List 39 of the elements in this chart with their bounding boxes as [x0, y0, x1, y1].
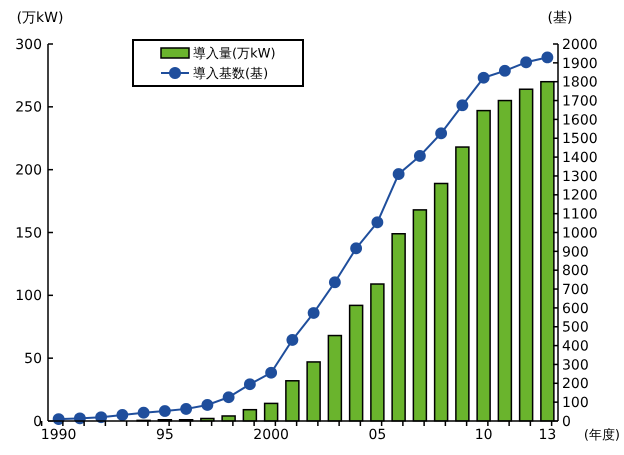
y2-tick-label: 500: [562, 320, 589, 336]
x-tick-label: 05: [368, 427, 386, 443]
y2-tick-label: 100: [562, 395, 589, 412]
x-tick-label: 1990: [40, 427, 76, 443]
y2-tick-label: 1700: [562, 93, 598, 110]
y2-tick-label: 2000: [562, 36, 598, 53]
x-tick-label: 95: [156, 427, 174, 443]
x-tick-label: 10: [474, 427, 493, 443]
y-tick-label: 300: [15, 36, 42, 53]
legend-label: 導入量(万kW): [193, 46, 276, 62]
y2-tick-label: 1500: [562, 131, 598, 148]
y2-tick-label: 700: [562, 282, 589, 298]
y-tick-label: 150: [15, 225, 42, 242]
y2-tick-label: 0: [562, 414, 571, 430]
y2-tick-label: 900: [562, 244, 589, 260]
y-tick-label: 0: [33, 414, 42, 430]
x-tick-label: 2000: [253, 427, 289, 443]
y2-tick-label: 400: [562, 338, 589, 354]
x-tick-label: 13: [538, 427, 556, 443]
y-tick-label: 200: [15, 162, 42, 179]
y2-tick-label: 1000: [562, 225, 598, 242]
y2-tick-label: 1200: [562, 188, 598, 204]
y2-tick-label: 1400: [562, 150, 598, 166]
x-axis-title: (年度): [584, 427, 620, 443]
y-axis-title: (万kW): [16, 10, 64, 26]
y2-axis-title: (基): [548, 10, 572, 26]
y2-tick-label: 800: [562, 263, 589, 280]
y-tick-label: 50: [24, 351, 42, 368]
y2-tick-label: 1800: [562, 74, 598, 91]
y2-tick-label: 1900: [562, 56, 598, 72]
y-tick-label: 100: [15, 288, 42, 304]
y2-tick-label: 300: [562, 357, 589, 374]
y2-tick-label: 1100: [562, 206, 598, 223]
y2-tick-label: 1600: [562, 112, 598, 128]
y2-tick-label: 1300: [562, 168, 598, 185]
y2-tick-label: 600: [562, 300, 589, 317]
legend-label: 導入基数(基): [193, 66, 268, 82]
y2-tick-label: 200: [562, 376, 589, 392]
y-tick-label: 250: [15, 100, 42, 116]
